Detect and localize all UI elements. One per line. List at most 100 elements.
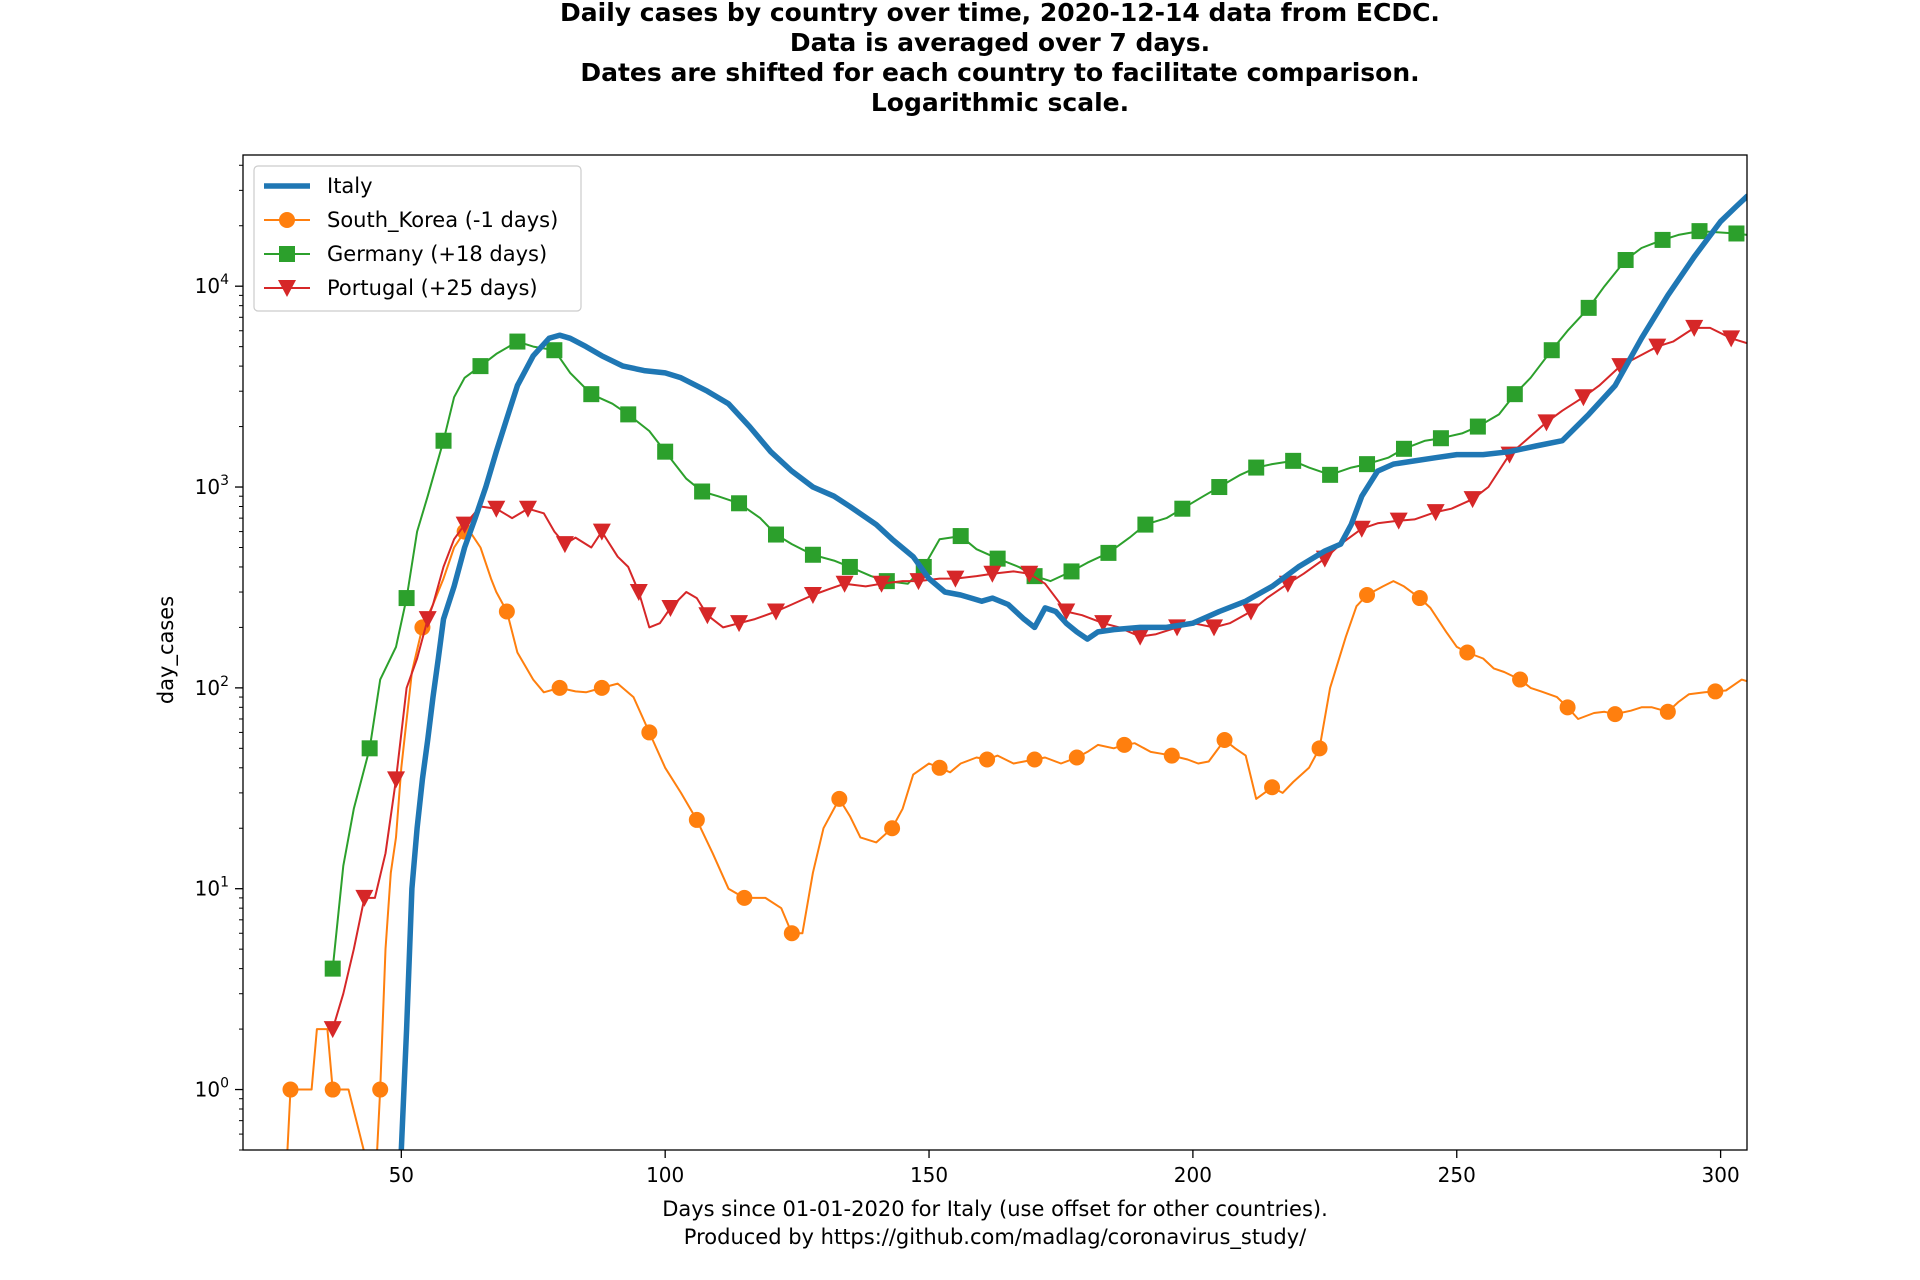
- series-3-point: [1506, 386, 1523, 403]
- series-3-point: [398, 590, 415, 607]
- series-4-point: [555, 536, 574, 554]
- series-4-point: [766, 603, 785, 621]
- series-4-point: [1574, 389, 1593, 407]
- series-4-point: [592, 523, 611, 541]
- title-line-4: Logarithmic scale.: [871, 88, 1129, 117]
- y-tick-label: 103: [195, 473, 229, 499]
- series-3-point: [952, 528, 969, 545]
- series-4-point: [1389, 512, 1408, 530]
- series-3-point: [1654, 231, 1671, 248]
- series-2-point: [1707, 683, 1724, 700]
- series-3-point: [1543, 342, 1560, 359]
- series-2-point: [1411, 590, 1428, 607]
- series-3-point: [1728, 225, 1745, 242]
- y-axis: 100 101 102 103 104: [195, 164, 243, 1151]
- legend-entry-2-label: South_Korea (-1 days): [327, 208, 558, 233]
- series-2-line: [286, 530, 1747, 1150]
- legend-entry-1-label: Italy: [327, 174, 373, 198]
- series-4-point: [909, 573, 928, 591]
- chart-title: Daily cases by country over time, 2020-1…: [560, 0, 1440, 117]
- series-3-point: [324, 960, 341, 977]
- legend-entry-1: Italy: [264, 174, 373, 198]
- series-4-point: [1611, 358, 1630, 376]
- series-2-point: [593, 679, 610, 696]
- legend: Italy South_Korea (-1 days) Germany (+18 d…: [253, 165, 582, 312]
- series-4-point: [835, 575, 854, 593]
- series-4-point: [418, 611, 437, 629]
- series-4-point: [1463, 491, 1482, 509]
- series-3-point: [583, 386, 600, 403]
- series-2-point: [1311, 740, 1328, 757]
- series-4-point: [387, 771, 406, 789]
- legend-entry-4-marker: [278, 280, 296, 297]
- legend-entries: Italy South_Korea (-1 days) Germany (+18 d…: [264, 174, 558, 300]
- legend-entry-2-marker: [279, 212, 295, 228]
- series-4-point: [323, 1021, 342, 1039]
- y-tick-label: 104: [195, 272, 229, 298]
- series-2-point: [688, 811, 705, 828]
- series-2-point: [551, 679, 568, 696]
- plot-frame: [242, 154, 1748, 1151]
- title-line-2: Data is averaged over 7 days.: [790, 28, 1210, 57]
- series-2-point: [282, 1081, 299, 1098]
- title-line-1: Daily cases by country over time, 2020-1…: [560, 0, 1440, 27]
- series-2-point: [1607, 706, 1624, 723]
- series-3: [324, 223, 1747, 977]
- series-4-point: [1094, 615, 1113, 633]
- series-3-point: [361, 740, 378, 757]
- series-2-point: [641, 724, 658, 741]
- series-4-point: [1020, 565, 1039, 583]
- x-tick-label: 150: [910, 1163, 948, 1187]
- series-1-line: [398, 193, 1747, 1150]
- series-2-point: [1459, 644, 1476, 661]
- series-3-point: [1432, 430, 1449, 447]
- x-tick-label: 250: [1438, 1163, 1476, 1187]
- series-3-point: [767, 526, 784, 543]
- series-2-point: [324, 1081, 341, 1098]
- series-3-point: [841, 558, 858, 575]
- legend-entry-3: Germany (+18 days): [264, 242, 547, 266]
- x-tick-label: 200: [1174, 1163, 1212, 1187]
- series-4-line: [331, 326, 1747, 1031]
- series-2-point: [498, 603, 515, 620]
- series-4-point: [1648, 338, 1667, 356]
- series-4-point: [872, 575, 891, 593]
- series-4-point: [1426, 504, 1445, 522]
- series-3-point: [657, 443, 674, 460]
- series-4-point: [1131, 628, 1150, 646]
- series-4-point: [1722, 330, 1741, 348]
- series-3-point: [1469, 418, 1486, 435]
- series-3-point: [1174, 500, 1191, 517]
- series-2-point: [1512, 671, 1529, 688]
- series-2-point: [979, 751, 996, 768]
- series-4-point: [698, 607, 717, 625]
- legend-entry-2: South_Korea (-1 days): [264, 208, 558, 233]
- series-2-point: [783, 925, 800, 942]
- series-3-line: [331, 230, 1747, 970]
- title-line-3: Dates are shifted for each country to fa…: [580, 58, 1419, 87]
- series-3-point: [1617, 252, 1634, 269]
- series-layer: [282, 193, 1747, 1150]
- series-2-point: [1216, 732, 1233, 749]
- x-axis-label-line-2: Produced by https://github.com/madlag/co…: [684, 1225, 1307, 1250]
- series-4-point: [803, 586, 822, 604]
- legend-entry-3-marker: [279, 246, 295, 262]
- series-3-point: [694, 483, 711, 500]
- series-3-point: [1248, 459, 1265, 476]
- series-3-point: [731, 495, 748, 512]
- series-4-point: [487, 500, 506, 518]
- series-2-point: [1359, 586, 1376, 603]
- series-3-point: [620, 406, 637, 423]
- legend-entry-4-label: Portugal (+25 days): [327, 276, 538, 300]
- legend-box: [253, 165, 582, 312]
- series-3-point: [1211, 479, 1228, 496]
- series-2: [282, 523, 1747, 1150]
- series-3-point: [1137, 516, 1154, 533]
- series-4-point: [983, 565, 1002, 583]
- series-4-point: [661, 599, 680, 617]
- series-4-point: [1057, 603, 1076, 621]
- y-axis-label: day_cases: [154, 596, 179, 704]
- series-2-point: [931, 759, 948, 776]
- y-tick-label: 102: [195, 674, 229, 700]
